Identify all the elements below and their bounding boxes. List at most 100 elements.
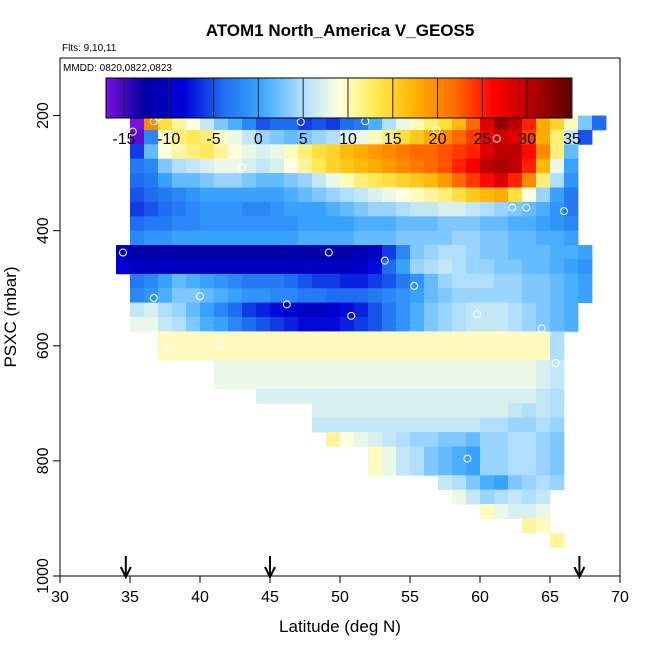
heatmap-cell [452, 158, 467, 174]
heatmap-cell [284, 259, 299, 275]
heatmap-cell [466, 201, 481, 217]
heatmap-cell [284, 273, 299, 289]
heatmap-cell [200, 317, 215, 332]
heatmap-cell [550, 360, 565, 375]
heatmap-cell [144, 216, 159, 232]
heatmap-cell [578, 245, 593, 260]
x-tick-label: 40 [191, 589, 209, 606]
heatmap-cell [466, 331, 481, 347]
heatmap-cell [298, 216, 313, 232]
heatmap-cell [466, 460, 481, 476]
observation-marker [492, 134, 501, 143]
observation-marker [196, 292, 204, 301]
heatmap-cell [452, 489, 467, 505]
heatmap-cell [564, 144, 579, 160]
heatmap-cell [424, 374, 439, 390]
heatmap-cell [200, 245, 215, 260]
heatmap-cell [508, 158, 523, 174]
heatmap-cell [270, 360, 285, 375]
heatmap-cell [480, 345, 495, 361]
heatmap-cell [396, 446, 411, 462]
heatmap-cell [368, 187, 383, 203]
heatmap-cell [326, 144, 341, 160]
heatmap-cell [186, 288, 201, 304]
heatmap-cell [494, 201, 509, 217]
heatmap-cell [438, 187, 453, 203]
heatmap-cell [284, 331, 299, 347]
heatmap-cell [284, 302, 299, 318]
heatmap-cell [130, 216, 145, 232]
heatmap-cell [382, 374, 397, 390]
heatmap-cell [228, 374, 243, 390]
heatmap-cell [312, 388, 327, 404]
heatmap-cell [158, 129, 173, 145]
heatmap-cell [564, 158, 579, 174]
heatmap-cell [242, 144, 257, 160]
colorbar: -15 -10 -5 0 5 10 15 20 25 30 35 [105, 77, 581, 148]
observation-marker [128, 127, 137, 136]
heatmap-cell [172, 230, 187, 246]
heatmap-cell [172, 302, 187, 318]
heatmap-cell [480, 374, 495, 390]
heatmap-cell [536, 374, 551, 390]
heatmap-cell [564, 129, 579, 145]
heatmap-cell [550, 216, 565, 232]
heatmap-cell [200, 345, 215, 361]
heatmap-cell [466, 374, 481, 390]
heatmap-cell [550, 302, 565, 318]
heatmap-cell [508, 259, 523, 275]
heatmap-cell [396, 230, 411, 246]
heatmap-cell [354, 432, 369, 447]
latitude-arrow-head [573, 566, 586, 580]
heatmap-cell [214, 129, 229, 145]
heatmap-cell [368, 302, 383, 318]
heatmap-cell [410, 115, 425, 131]
heatmap-cell [200, 115, 215, 131]
heatmap-cell [424, 201, 439, 217]
heatmap-cell [466, 302, 481, 318]
heatmap-cell [494, 331, 509, 347]
heatmap-cell [410, 460, 425, 476]
chart-title: ATOM1 North_America V_GEOS5 [206, 21, 475, 40]
colorbar-tick-label: 15 [384, 131, 402, 148]
heatmap-cell [270, 158, 285, 174]
heatmap-cell [214, 288, 229, 304]
heatmap-cell [410, 388, 425, 404]
heatmap-cell [200, 187, 215, 203]
heatmap-cell [368, 129, 383, 145]
heatmap-cell [298, 388, 313, 404]
heatmap-cell [480, 201, 495, 217]
heatmap-cell [186, 144, 201, 160]
heatmap-cell [158, 259, 173, 275]
heatmap-cell [214, 201, 229, 217]
heatmap-cell [494, 115, 509, 131]
heatmap-cell [326, 302, 341, 318]
heatmap-cell [214, 158, 229, 174]
observation-marker [165, 345, 174, 354]
heatmap-cell [130, 144, 145, 160]
heatmap-cell [144, 158, 159, 174]
heatmap-cell [284, 345, 299, 361]
heatmap-cell [522, 158, 537, 174]
heatmap-cell [466, 245, 481, 260]
heatmap-cell [452, 345, 467, 361]
heatmap-cell [158, 173, 173, 188]
heatmap-cell [480, 489, 495, 505]
heatmap-cell [130, 245, 145, 260]
heatmap-cell [368, 403, 383, 419]
heatmap-cell [228, 273, 243, 289]
heatmap-cell [242, 374, 257, 390]
heatmap-cell [508, 144, 523, 160]
heatmap-cell [354, 245, 369, 260]
heatmap-cell [186, 345, 201, 361]
heatmap-cell [410, 417, 425, 433]
x-tick-label: 65 [541, 589, 559, 606]
heatmap-cell [312, 230, 327, 246]
heatmap-cell [326, 158, 341, 174]
heatmap-cell [410, 187, 425, 203]
heatmap-cell [550, 475, 565, 491]
heatmap-cell [326, 216, 341, 232]
heatmap-cell [368, 432, 383, 447]
heatmap-cell [340, 317, 355, 332]
y-tick-label: 400 [35, 217, 52, 244]
